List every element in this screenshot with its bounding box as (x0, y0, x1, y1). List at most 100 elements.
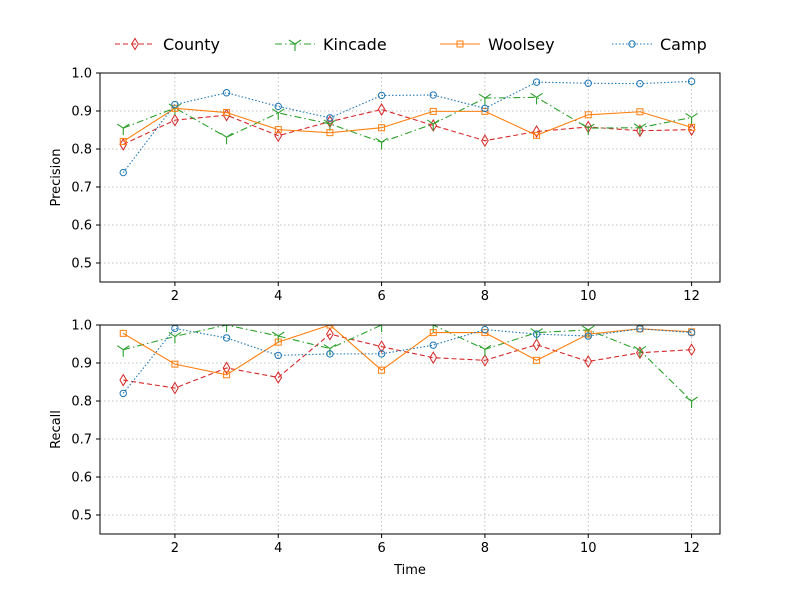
legend-marker-sample (288, 39, 302, 51)
precision-axes-frame (99, 72, 721, 283)
precision-woolsey-point (429, 107, 437, 115)
recall-county-point (687, 343, 696, 357)
recall-ticks: 2 4 6 8 10 12 0.5 0.6 0.7 0.8 0.9 1.0 (71, 319, 700, 557)
recall-kincade-point (116, 345, 130, 357)
precision-kincade-point (426, 119, 440, 131)
precision-x-tick-label: 2 (171, 289, 179, 304)
recall-county-point (429, 351, 438, 365)
recall-camp-series-line (122, 327, 692, 394)
precision-y-tick-label: 0.5 (71, 257, 92, 272)
recall-county-point (636, 346, 644, 360)
precision-woolsey-point (274, 126, 282, 134)
legend-label: County (163, 35, 220, 54)
precision-x-tick-label: 10 (580, 289, 597, 304)
recall-camp-point (532, 330, 541, 338)
precision-camp-point (326, 114, 334, 122)
recall-camp-point (326, 350, 334, 358)
precision-kincade-point (581, 123, 595, 136)
recall-y-tick-label: 0.9 (71, 357, 92, 372)
recall-axes-border (99, 324, 721, 535)
precision-woolsey-point (326, 129, 334, 137)
precision-kincade-point (633, 123, 647, 135)
recall-kincade-point (478, 344, 492, 357)
precision-county-point (636, 124, 644, 138)
recall-county-series-line (123, 333, 692, 389)
legend-entry-camp: Camp (612, 35, 707, 54)
recall-x-tick-label: 10 (580, 541, 597, 556)
legend-entry-kincade: Kincade (275, 35, 387, 54)
recall-camp-point (636, 325, 644, 333)
precision-woolsey-point (533, 131, 541, 139)
recall-y-tick-label: 0.5 (71, 509, 92, 524)
recall-kincade-point (633, 346, 647, 358)
precision-kincade-point (220, 132, 233, 145)
precision-camp-point (222, 89, 231, 97)
recall-kincade-point (432, 325, 435, 332)
precision-woolsey-point (636, 108, 644, 116)
recall-kincade-point (225, 325, 228, 332)
precision-y-tick-label: 0.9 (71, 105, 92, 120)
precision-camp-point (171, 100, 179, 109)
recall-x-tick-label: 8 (481, 541, 489, 556)
legend-label: Kincade (323, 35, 387, 54)
recall-woolsey-series-line (122, 325, 692, 376)
recall-x-tick-label: 2 (171, 541, 179, 556)
legend-marker-sample (131, 37, 139, 51)
precision-county-point (429, 118, 438, 132)
recall-county-point (119, 373, 128, 387)
precision-county-point (532, 125, 541, 138)
precision-camp-point (636, 79, 644, 88)
recall-county-point (171, 381, 179, 395)
legend-entry-county: County (115, 35, 220, 54)
precision-camp-point (532, 78, 541, 86)
precision-kincade-point (271, 108, 285, 120)
precision-camp-point (119, 168, 127, 177)
precision-county-point (274, 129, 283, 143)
recall-panel: 2 4 6 8 10 12 0.5 0.6 0.7 0.8 0.9 1.0 Recall (49, 319, 721, 557)
recall-woolsey-point (533, 356, 541, 364)
recall-county-point (481, 353, 489, 367)
precision-woolsey-point (378, 124, 386, 132)
precision-camp-point (687, 77, 696, 86)
precision-kincade-point (116, 123, 130, 136)
precision-y-tick-label: 0.7 (71, 181, 92, 196)
x-axis-label: Time (393, 563, 426, 578)
recall-woolsey-point (274, 338, 282, 346)
legend-label: Camp (660, 35, 707, 54)
precision-camp-point (274, 102, 282, 111)
legend-marker-sample (628, 40, 636, 48)
precision-x-tick-label: 8 (481, 289, 489, 304)
recall-x-tick-label: 6 (377, 541, 385, 556)
recall-county-point (222, 361, 231, 375)
recall-woolsey-point (326, 325, 334, 329)
precision-camp-point (429, 91, 437, 99)
precision-y-tick-label: 1.0 (71, 67, 92, 82)
recall-camp-point (481, 325, 489, 334)
precision-y-tick-label: 0.8 (71, 143, 92, 158)
recall-axes-frame (99, 324, 721, 535)
recall-x-tick-label: 4 (274, 541, 282, 556)
precision-x-tick-label: 6 (377, 289, 385, 304)
recall-x-tick-label: 12 (683, 541, 700, 556)
precision-panel: 2 4 6 8 10 12 0.5 0.6 0.7 0.8 0.9 1.0 Precision (49, 67, 721, 305)
recall-camp-point (377, 350, 386, 358)
recall-county-point (326, 327, 334, 341)
precision-axes-border (99, 72, 721, 283)
precision-kincade-point (685, 113, 698, 125)
recall-y-tick-label: 0.6 (71, 471, 92, 486)
legend: County Kincade Woolsey Camp (115, 35, 707, 54)
precision-ticks: 2 4 6 8 10 12 0.5 0.6 0.7 0.8 0.9 1.0 (71, 67, 700, 305)
precision-y-axis-label: Precision (49, 148, 64, 206)
precision-y-tick-label: 0.6 (71, 219, 92, 234)
recall-camp-point (274, 351, 282, 360)
precision-county-point (687, 123, 696, 137)
recall-county-point (274, 370, 283, 384)
precision-camp-series-line (122, 80, 692, 173)
recall-y-tick-label: 1.0 (71, 319, 92, 334)
precision-kincade-series-line (123, 96, 692, 143)
recall-woolsey-point (223, 371, 231, 379)
recall-kincade-point (380, 325, 383, 332)
recall-series (116, 325, 698, 408)
recall-camp-point (687, 328, 696, 337)
